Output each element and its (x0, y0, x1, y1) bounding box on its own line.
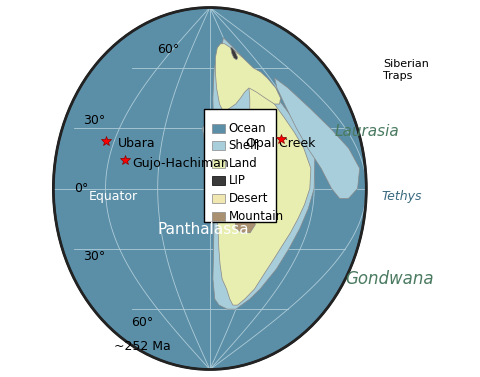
Text: 60°: 60° (157, 43, 180, 55)
Text: Siberian
Traps: Siberian Traps (383, 59, 429, 81)
Text: Opal Creek: Opal Creek (246, 137, 315, 150)
Text: 30°: 30° (84, 114, 106, 127)
Text: ~252 Ma: ~252 Ma (114, 340, 170, 352)
Text: Ubara: Ubara (118, 137, 155, 150)
Bar (212, 124, 225, 133)
Text: LIP: LIP (228, 175, 246, 187)
Text: Gondwana: Gondwana (346, 270, 434, 288)
Text: Land: Land (228, 157, 257, 170)
PathPatch shape (231, 48, 238, 60)
PathPatch shape (216, 78, 311, 305)
Text: Tethys: Tethys (382, 190, 422, 202)
Ellipse shape (53, 8, 366, 369)
Bar (212, 141, 225, 150)
PathPatch shape (216, 44, 280, 112)
Text: Equator: Equator (89, 190, 138, 202)
Bar (212, 194, 225, 203)
Text: Ocean: Ocean (228, 122, 266, 135)
PathPatch shape (213, 38, 315, 309)
PathPatch shape (235, 208, 255, 233)
Text: Panthalassa: Panthalassa (157, 222, 249, 238)
Text: Gujo-Hachiman: Gujo-Hachiman (132, 158, 229, 170)
Text: Desert: Desert (228, 192, 268, 205)
Text: Laurasia: Laurasia (334, 124, 399, 139)
Bar (212, 211, 225, 221)
PathPatch shape (252, 112, 264, 132)
Bar (212, 176, 225, 185)
Text: 0°: 0° (74, 182, 88, 195)
PathPatch shape (227, 164, 249, 199)
Text: Shelf: Shelf (228, 139, 258, 152)
PathPatch shape (202, 118, 214, 158)
Text: 60°: 60° (131, 316, 153, 329)
Bar (212, 159, 225, 168)
Text: Mountain: Mountain (228, 210, 284, 223)
PathPatch shape (243, 148, 265, 169)
Text: 30°: 30° (84, 250, 106, 263)
FancyBboxPatch shape (204, 109, 276, 222)
PathPatch shape (205, 188, 214, 219)
PathPatch shape (275, 78, 360, 199)
